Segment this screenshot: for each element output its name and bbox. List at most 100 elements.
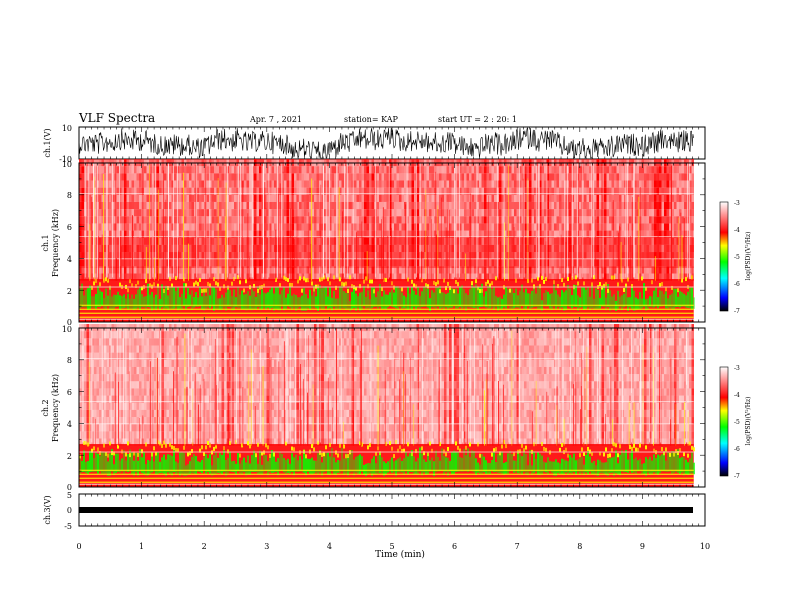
spectrogram-cell [379,187,382,195]
spectrogram-cell [591,236,594,268]
spectrogram-cell [317,287,319,311]
spectrogram-cell [351,173,354,181]
spectrogram-cell [453,289,455,294]
spectrogram-cell [531,173,534,181]
spectrogram-cell [266,237,269,245]
spectrogram-cell [655,287,657,307]
spectrogram-cell [634,236,637,268]
spectrogram-cell [466,266,469,274]
spectrogram-cell [319,201,322,210]
spectrogram-cell [406,201,409,210]
spectrogram-cell [144,236,147,268]
spectrogram-cell [551,252,554,260]
spectrogram-cell [221,194,224,202]
spectrogram-cell [509,252,512,260]
spectrogram-cell [324,266,327,274]
spectrogram-cell [579,180,582,188]
spectrogram-cell [386,201,389,210]
spectrogram-cell [164,259,167,267]
spectrogram-cell [379,223,382,231]
spectrogram-cell [196,216,199,224]
spectrogram-cell [309,201,312,210]
spectrogram-cell [201,216,204,224]
spectrogram-cell [611,187,614,195]
spectrogram-cell [164,201,167,210]
spectrogram-cell [546,273,549,281]
spectrogram-cell [659,230,662,238]
spectrogram-cell [506,252,509,260]
spectrogram-cell [381,180,384,188]
spectrogram-cell [577,281,579,286]
spectrogram-cell [214,223,217,231]
spectrogram-cell [256,180,259,188]
spectrogram-cell [253,283,255,288]
spectrogram-cell [444,236,447,268]
spectrogram-cell [144,237,147,245]
spectrogram-cell [104,223,107,231]
spectrogram-cell [646,201,649,210]
spectrogram-cell [606,173,609,181]
spectrogram-cell [366,237,369,245]
spectrogram-cell [436,273,439,281]
spectrogram-cell [191,216,194,224]
spectrogram-cell [444,230,447,238]
spectrogram-cell [274,244,277,253]
spectrogram-cell [676,216,679,224]
spectrogram-cell [491,237,494,245]
spectrogram-cell [136,266,139,274]
spectrogram-cell [101,223,104,231]
spectrogram-cell [249,295,251,310]
spectrogram-cell [289,173,292,181]
spectrogram-cell [189,194,192,202]
spectrogram-cell [229,290,231,307]
spectrogram-cell [499,223,502,231]
spectrogram-cell [144,230,147,238]
spectrogram-cell [621,223,624,231]
spectrogram-cell [679,180,682,188]
spectrogram-cell [146,236,149,268]
spectrogram-cell [139,180,142,188]
spectrogram-cell [284,209,287,217]
spectrogram-cell [495,295,497,308]
spectrogram-cell [369,230,372,238]
spectrogram-cell [191,209,194,217]
spectrogram-cell [691,166,694,174]
spectrogram-cell [269,223,272,231]
spectrogram-cell [149,180,152,188]
spectrogram-cell [296,194,298,281]
spectrogram-cell [206,166,209,174]
spectrogram-cell [136,194,139,202]
spectrogram-cell [657,297,659,309]
spectrogram-cell [294,236,297,268]
spectrogram-cell [91,285,93,290]
spectrogram-cell [671,273,674,281]
spectrogram-cell [191,187,194,195]
spectrogram-cell [614,194,617,202]
spectrogram-cell [239,294,241,308]
spectrogram-cell [634,209,637,217]
spectrogram-cell [519,237,522,245]
spectrogram-cell [466,187,469,195]
spectrogram-cell [424,230,427,238]
spectrogram-cell [611,266,614,274]
spectrogram-cell [621,166,624,174]
spectrogram-cell [169,286,171,310]
spectrogram-cell [121,166,124,174]
spectrogram-cell [533,284,535,289]
spectrogram-cell [509,273,512,281]
spectrogram-cell [661,180,664,188]
spectrogram-cell [206,236,209,268]
spectrogram-cell [549,223,552,231]
spectrogram-cell [549,187,552,195]
spectrogram-cell [441,201,444,210]
spectrogram-cell [179,252,182,260]
spectrogram-cell [334,216,337,224]
spectrogram-cell [134,166,137,174]
spectrogram-cell [446,244,449,253]
spectrogram-cell [609,194,612,202]
spectrogram-cell [679,166,682,174]
spectrogram-cell [361,173,364,181]
spectrogram-cell [466,223,469,231]
spectrogram-cell [79,304,694,306]
spectrogram-cell [654,256,656,281]
